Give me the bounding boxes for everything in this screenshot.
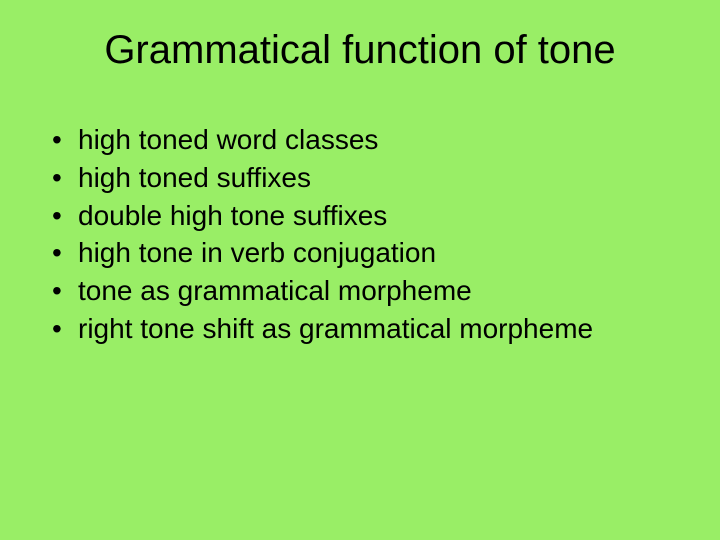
list-item: • high toned suffixes bbox=[52, 159, 680, 197]
bullet-icon: • bbox=[52, 234, 78, 272]
slide: Grammatical function of tone • high tone… bbox=[0, 0, 720, 540]
list-item: • high tone in verb conjugation bbox=[52, 234, 680, 272]
list-item: • double high tone suffixes bbox=[52, 197, 680, 235]
bullet-icon: • bbox=[52, 197, 78, 235]
bullet-icon: • bbox=[52, 121, 78, 159]
bullet-text: high tone in verb conjugation bbox=[78, 234, 680, 272]
bullet-text: right tone shift as grammatical morpheme bbox=[78, 310, 680, 348]
bullet-text: high toned suffixes bbox=[78, 159, 680, 197]
bullet-icon: • bbox=[52, 310, 78, 348]
list-item: • right tone shift as grammatical morphe… bbox=[52, 310, 680, 348]
bullet-icon: • bbox=[52, 272, 78, 310]
bullet-icon: • bbox=[52, 159, 78, 197]
bullet-text: tone as grammatical morpheme bbox=[78, 272, 680, 310]
slide-title: Grammatical function of tone bbox=[40, 28, 680, 73]
bullet-list: • high toned word classes • high toned s… bbox=[40, 121, 680, 348]
bullet-text: double high tone suffixes bbox=[78, 197, 680, 235]
list-item: • tone as grammatical morpheme bbox=[52, 272, 680, 310]
list-item: • high toned word classes bbox=[52, 121, 680, 159]
bullet-text: high toned word classes bbox=[78, 121, 680, 159]
